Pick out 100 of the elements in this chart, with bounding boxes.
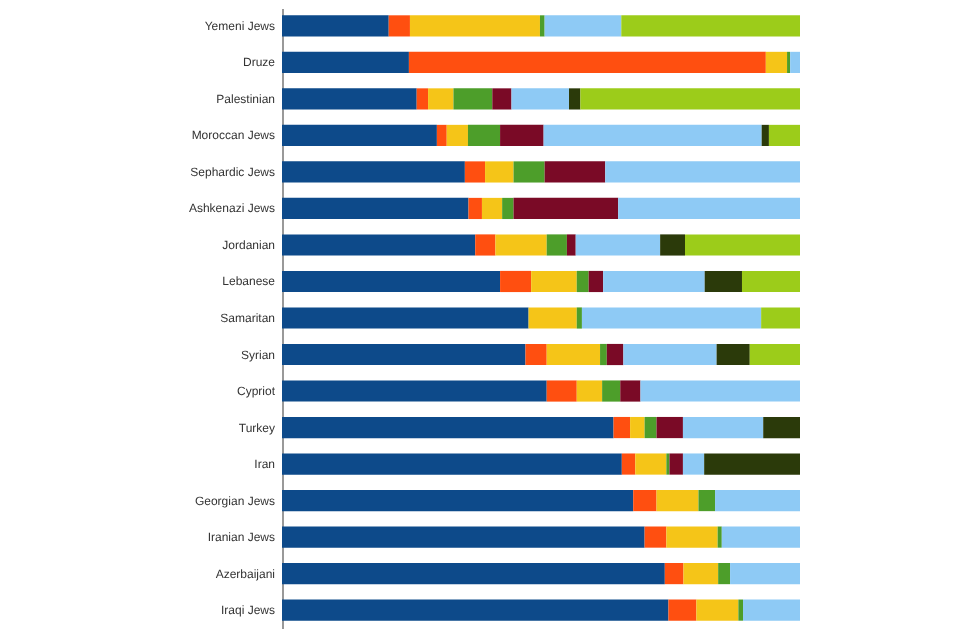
bar xyxy=(716,343,750,366)
bar xyxy=(620,380,641,402)
bar xyxy=(605,161,800,183)
bar xyxy=(282,161,465,183)
bar xyxy=(388,15,410,37)
bar xyxy=(282,489,634,512)
bar xyxy=(513,161,545,183)
bar xyxy=(282,599,669,621)
bar xyxy=(613,416,631,439)
bar xyxy=(768,124,800,147)
bar xyxy=(513,197,619,220)
bar xyxy=(743,599,800,621)
bar xyxy=(765,51,788,73)
bar xyxy=(531,270,577,293)
bar xyxy=(660,234,685,256)
bar xyxy=(606,343,624,366)
bar xyxy=(718,563,731,585)
bar xyxy=(600,343,607,366)
bar xyxy=(682,416,764,439)
bar xyxy=(408,51,766,73)
bar xyxy=(704,270,742,293)
bar xyxy=(635,453,667,475)
bar xyxy=(428,88,454,110)
bar xyxy=(511,88,569,110)
bar xyxy=(664,563,684,585)
bar xyxy=(485,161,514,183)
bar xyxy=(546,380,577,402)
bar xyxy=(696,599,739,621)
bar xyxy=(453,88,493,110)
bar xyxy=(749,343,800,366)
bar xyxy=(704,453,800,475)
bar xyxy=(715,489,800,512)
bar xyxy=(644,416,657,439)
bar xyxy=(282,453,622,475)
bar xyxy=(464,161,486,183)
bar xyxy=(500,270,532,293)
bar xyxy=(633,489,657,512)
bar xyxy=(282,526,645,548)
bar xyxy=(446,124,468,147)
bar xyxy=(581,307,762,329)
bar xyxy=(546,343,601,366)
bar xyxy=(576,380,603,402)
bar xyxy=(656,489,699,512)
bar xyxy=(603,270,705,293)
bar xyxy=(282,234,476,256)
bar xyxy=(721,526,800,548)
bar xyxy=(738,599,744,621)
bar xyxy=(544,15,622,37)
bar xyxy=(588,270,604,293)
bar xyxy=(282,15,389,37)
bar xyxy=(666,526,718,548)
bar xyxy=(566,234,576,256)
bar xyxy=(790,51,800,73)
bar xyxy=(730,563,800,585)
bar xyxy=(467,124,501,147)
bar xyxy=(576,307,582,329)
bar xyxy=(492,88,512,110)
bar xyxy=(282,124,437,147)
bar xyxy=(575,234,661,256)
bar xyxy=(544,161,606,183)
bar xyxy=(481,197,503,220)
bar xyxy=(546,234,567,256)
bar xyxy=(416,88,429,110)
bar xyxy=(282,380,547,402)
bar xyxy=(618,197,800,220)
bar xyxy=(568,88,581,110)
bar xyxy=(640,380,800,402)
bar xyxy=(621,15,800,37)
bar xyxy=(539,15,545,37)
bar xyxy=(576,270,589,293)
bar xyxy=(741,270,800,293)
bar xyxy=(282,307,529,329)
bar xyxy=(525,343,547,366)
bar xyxy=(282,563,665,585)
bar xyxy=(475,234,496,256)
bar xyxy=(436,124,447,147)
bar xyxy=(282,88,417,110)
bar xyxy=(502,197,514,220)
bar xyxy=(282,343,526,366)
bar xyxy=(630,416,645,439)
bar xyxy=(580,88,800,110)
bar xyxy=(668,599,697,621)
bar xyxy=(644,526,667,548)
bar xyxy=(543,124,762,147)
bar xyxy=(282,270,501,293)
bar xyxy=(495,234,547,256)
bar xyxy=(282,51,409,73)
bar xyxy=(468,197,482,220)
bar xyxy=(761,307,800,329)
bar xyxy=(763,416,800,439)
bar xyxy=(528,307,577,329)
bar xyxy=(682,453,705,475)
bar xyxy=(683,563,719,585)
bar xyxy=(602,380,621,402)
bar xyxy=(656,416,683,439)
bar xyxy=(409,15,540,37)
bar xyxy=(623,343,717,366)
bar xyxy=(621,453,636,475)
bar xyxy=(698,489,716,512)
bar xyxy=(685,234,800,256)
